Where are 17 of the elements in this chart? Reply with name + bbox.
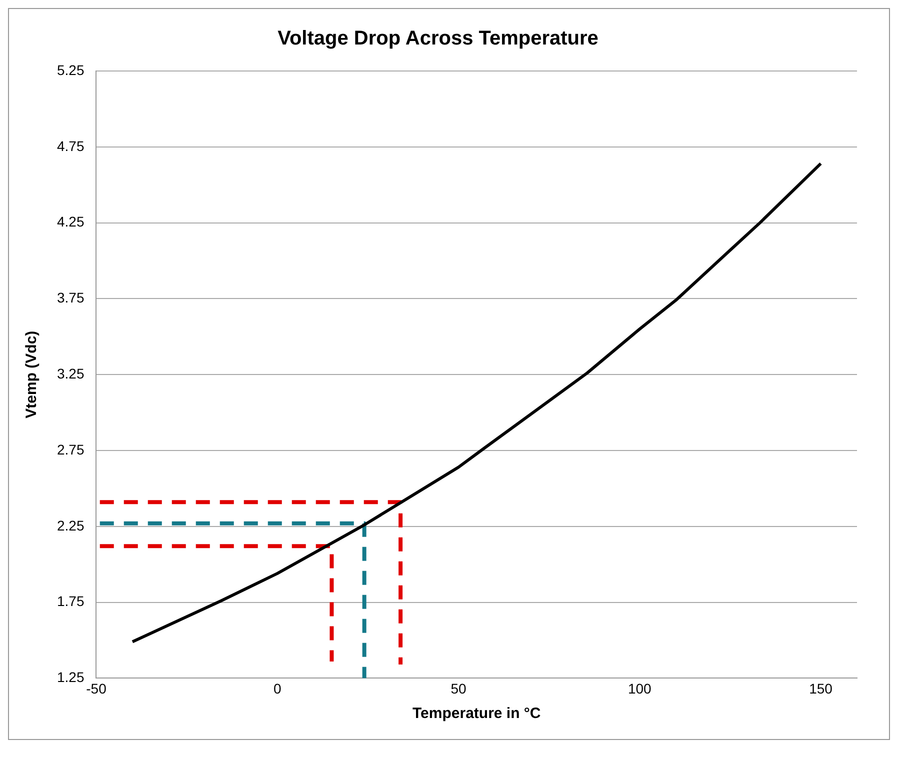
x-tick-label: 150 bbox=[809, 680, 833, 696]
y-tick-label: 1.25 bbox=[57, 669, 84, 686]
x-tick-label: 0 bbox=[273, 680, 282, 696]
y-tick-label: 1.75 bbox=[57, 593, 84, 610]
x-tick-label: 100 bbox=[628, 680, 652, 696]
y-tick-label: 3.25 bbox=[57, 365, 84, 382]
chart-title: Voltage Drop Across Temperature bbox=[278, 28, 598, 50]
y-axis-title: Vtemp (Vdc) bbox=[23, 330, 40, 418]
x-axis-title: Temperature in °C bbox=[412, 705, 541, 722]
y-tick-label: 4.75 bbox=[57, 138, 84, 154]
y-tick-label: 3.75 bbox=[57, 290, 84, 306]
y-tick-label: 4.25 bbox=[57, 214, 84, 230]
y-tick-label: 5.25 bbox=[57, 62, 84, 78]
x-tick-label: 50 bbox=[450, 680, 467, 696]
x-tick-label: -50 bbox=[86, 680, 107, 696]
y-tick-label: 2.25 bbox=[57, 517, 84, 534]
y-tick-label: 2.75 bbox=[57, 441, 84, 458]
